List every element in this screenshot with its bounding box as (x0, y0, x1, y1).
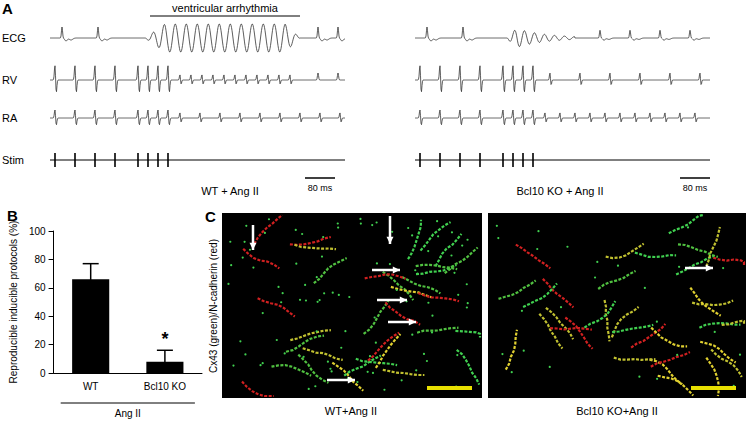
svg-text:ventricular arrhythmia: ventricular arrhythmia (172, 2, 279, 14)
svg-text:80 ms: 80 ms (683, 183, 708, 193)
svg-text:B: B (7, 207, 18, 224)
svg-text:80: 80 (34, 254, 46, 265)
svg-text:20: 20 (34, 339, 46, 350)
svg-text:A: A (2, 0, 13, 17)
svg-text:100: 100 (29, 226, 46, 237)
svg-text:40: 40 (34, 311, 46, 322)
svg-text:Bcl10 KO+Ang II: Bcl10 KO+Ang II (576, 405, 658, 417)
svg-text:Bcl10 KO: Bcl10 KO (144, 381, 186, 392)
svg-text:0: 0 (40, 368, 46, 379)
svg-text:C: C (205, 208, 216, 225)
svg-text:WT + Ang II: WT + Ang II (201, 185, 259, 197)
svg-text:Cx43 (green)/N-cadherin (red): Cx43 (green)/N-cadherin (red) (208, 239, 219, 373)
svg-text:60: 60 (34, 282, 46, 293)
svg-text:*: * (161, 329, 168, 349)
svg-text:WT+Ang II: WT+Ang II (325, 405, 377, 417)
svg-text:Reproducible inducible protoco: Reproducible inducible protocols (%) (8, 221, 19, 384)
svg-text:Stim: Stim (2, 154, 24, 166)
svg-text:RV: RV (2, 74, 18, 86)
svg-text:Ang II: Ang II (115, 408, 141, 419)
svg-text:80 ms: 80 ms (308, 183, 333, 193)
svg-text:Bcl10 KO + Ang II: Bcl10 KO + Ang II (516, 185, 603, 197)
svg-text:RA: RA (2, 112, 18, 124)
svg-text:WT: WT (83, 381, 99, 392)
svg-text:ECG: ECG (2, 32, 26, 44)
